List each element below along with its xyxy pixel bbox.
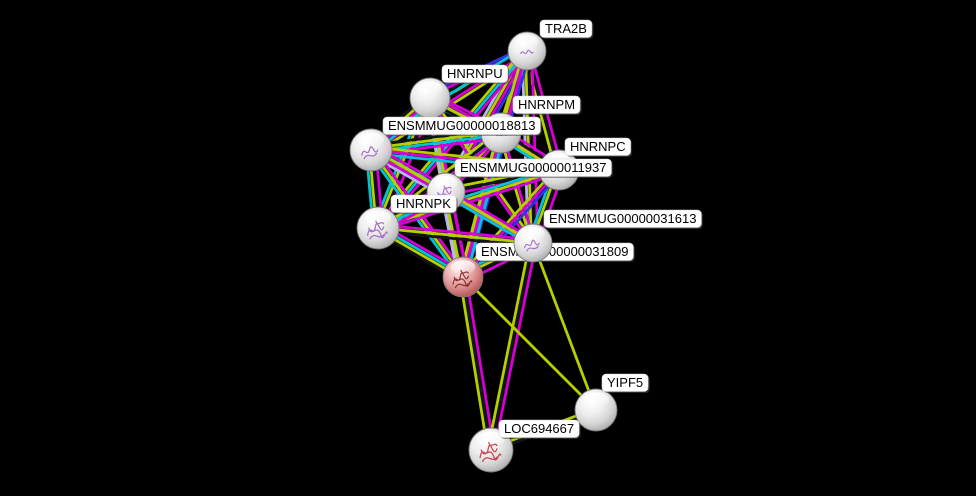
node-gloss-highlight (521, 227, 545, 241)
node-gloss-highlight (357, 132, 385, 148)
node-label-ENSMMUG00000018813: ENSMMUG00000018813 (382, 116, 542, 136)
node-HNRNPU[interactable] (409, 77, 451, 119)
protein-structure-thumbnail-icon (479, 441, 502, 463)
node-label-bg (498, 419, 580, 438)
node-label-text: HNRNPC (570, 139, 626, 154)
protein-structure-thumbnail-icon (520, 49, 534, 55)
nodes-layer: TRA2B HNRNPU HNRNPM ENSMMUG00000018813 HNRNP… (349, 19, 703, 473)
node-label-text: ENSMMUG00000031613 (549, 211, 696, 226)
edge-ENSMMUG00000031613-YIPF5[interactable] (531, 242, 598, 411)
edge-line-lime (458, 277, 490, 451)
node-label-HNRNPK: HNRNPK (390, 194, 458, 214)
node-gloss-highlight (364, 210, 392, 226)
node-gloss-highlight (450, 260, 476, 275)
node-label-text: LOC694667 (504, 421, 574, 436)
node-ENSMMUG00000031613[interactable] (513, 223, 553, 263)
node-gloss-highlight (417, 81, 443, 96)
edge-ENSMMUG00000031613-LOC694667[interactable] (486, 242, 538, 451)
node-label-ENSMMUG00000031809: ENSMMUG00000031809 (475, 242, 635, 262)
node-label-bg (390, 194, 457, 213)
protein-structure-thumbnail-icon (523, 239, 540, 252)
edge-ENSMMUG00000031809-YIPF5[interactable] (462, 276, 597, 411)
node-ENSMMUG00000018813[interactable] (349, 128, 393, 172)
node-label-bg (539, 19, 593, 38)
node-label-text: YIPF5 (607, 375, 643, 390)
node-gloss-highlight (477, 431, 505, 448)
protein-structure-thumbnail-icon (366, 220, 388, 240)
edge-line-black (489, 242, 535, 451)
node-label-TRA2B: TRA2B (539, 19, 594, 39)
node-HNRNPK[interactable] (356, 206, 400, 250)
node-label-text: HNRNPK (396, 196, 451, 211)
node-ENSMMUG00000031809[interactable] (442, 256, 484, 298)
protein-structure-thumbnail-icon (361, 146, 379, 160)
edge-line-black (461, 276, 493, 451)
node-label-ENSMMUG00000011937: ENSMMUG00000011937 (454, 158, 613, 178)
edge-ENSMMUG00000031809-LOC694667[interactable] (458, 276, 496, 451)
node-label-text: ENSMMUG00000011937 (460, 160, 606, 175)
edge-line-lime (458, 131, 500, 277)
node-TRA2B[interactable] (507, 31, 547, 71)
node-label-text: ENSMMUG00000031809 (481, 244, 628, 259)
edge-line-magenta (492, 243, 538, 451)
node-YIPF5[interactable] (574, 388, 618, 432)
node-label-text: HNRNPM (518, 97, 575, 112)
node-label-bg (454, 158, 612, 177)
node-label-bg (543, 209, 702, 228)
node-label-text: ENSMMUG00000018813 (388, 118, 535, 133)
node-label-bg (512, 95, 581, 114)
edge-line-lime (486, 242, 532, 450)
edge-line-lime (462, 276, 597, 411)
node-label-text: HNRNPU (447, 66, 503, 81)
node-label-HNRNPM: HNRNPM (512, 95, 582, 115)
edge-line-magenta (378, 223, 534, 242)
edge-line-magenta (461, 132, 503, 278)
node-label-HNRNPU: HNRNPU (441, 64, 510, 84)
edge-line-magenta (464, 276, 496, 450)
node-label-bg (564, 137, 631, 156)
node-gloss-highlight (582, 392, 610, 408)
edge-line-cyan (464, 133, 506, 279)
edge-line-lime (377, 226, 534, 245)
node-label-text: TRA2B (545, 21, 587, 36)
node-label-ENSMMUG00000031613: ENSMMUG00000031613 (543, 209, 703, 229)
node-label-HNRNPC: HNRNPC (564, 137, 633, 157)
node-label-bg (382, 116, 541, 135)
node-gloss-highlight (434, 176, 458, 190)
node-gloss-highlight (515, 35, 539, 49)
edge-line-lime (531, 242, 598, 411)
edge-line-magenta (530, 50, 540, 243)
node-LOC694667[interactable] (468, 427, 514, 473)
protein-structure-thumbnail-icon (452, 269, 473, 289)
node-label-bg (601, 373, 649, 392)
node-label-YIPF5: YIPF5 (601, 373, 650, 393)
node-label-LOC694667: LOC694667 (498, 419, 581, 439)
node-label-bg (441, 64, 508, 83)
edge-HNRNPM-ENSMMUG00000031809[interactable] (458, 131, 506, 279)
